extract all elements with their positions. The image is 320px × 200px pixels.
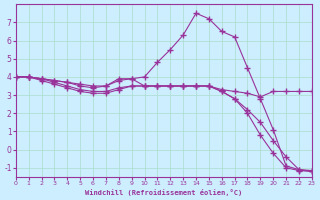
X-axis label: Windchill (Refroidissement éolien,°C): Windchill (Refroidissement éolien,°C): [85, 189, 243, 196]
